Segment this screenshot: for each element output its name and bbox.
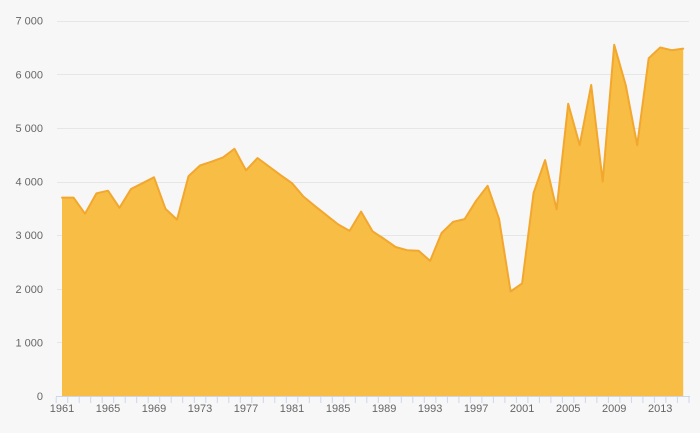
y-tick-label: 4 000	[15, 177, 43, 189]
y-axis-labels: 0 1 000 2 000 3 000 4 000 5 000 6 000 7 000	[15, 16, 43, 403]
x-tick-label: 1965	[96, 403, 120, 415]
x-tick-label: 1977	[234, 403, 258, 415]
y-tick-label: 2 000	[15, 284, 43, 296]
x-tick-label: 1985	[326, 403, 350, 415]
x-tick-label: 1969	[142, 403, 166, 415]
y-tick-label: 6 000	[15, 69, 43, 81]
x-tick-label: 2005	[556, 403, 580, 415]
x-tick-label: 2009	[602, 403, 626, 415]
y-tick-label: 7 000	[15, 16, 43, 28]
x-tick-label: 1973	[188, 403, 212, 415]
y-tick-label: 1 000	[15, 337, 43, 349]
x-tick-label: 2013	[648, 403, 672, 415]
x-axis-labels: 1961 1965 1969 1973 1977 1981 1985 1989 1993 1997…	[50, 403, 673, 415]
y-tick-label: 3 000	[15, 230, 43, 242]
area-series-line	[61, 43, 685, 293]
x-tick-label: 1981	[280, 403, 304, 415]
y-tick-label: 5 000	[15, 123, 43, 135]
x-tick-label: 2001	[510, 403, 534, 415]
area-series-fill	[62, 44, 684, 397]
x-tick-label: 1993	[418, 403, 442, 415]
x-axis-ticks	[55, 397, 690, 403]
y-tick-label: 0	[37, 391, 43, 403]
x-tick-label: 1989	[372, 403, 396, 415]
x-tick-label: 1961	[50, 403, 74, 415]
x-tick-label: 1997	[464, 403, 488, 415]
